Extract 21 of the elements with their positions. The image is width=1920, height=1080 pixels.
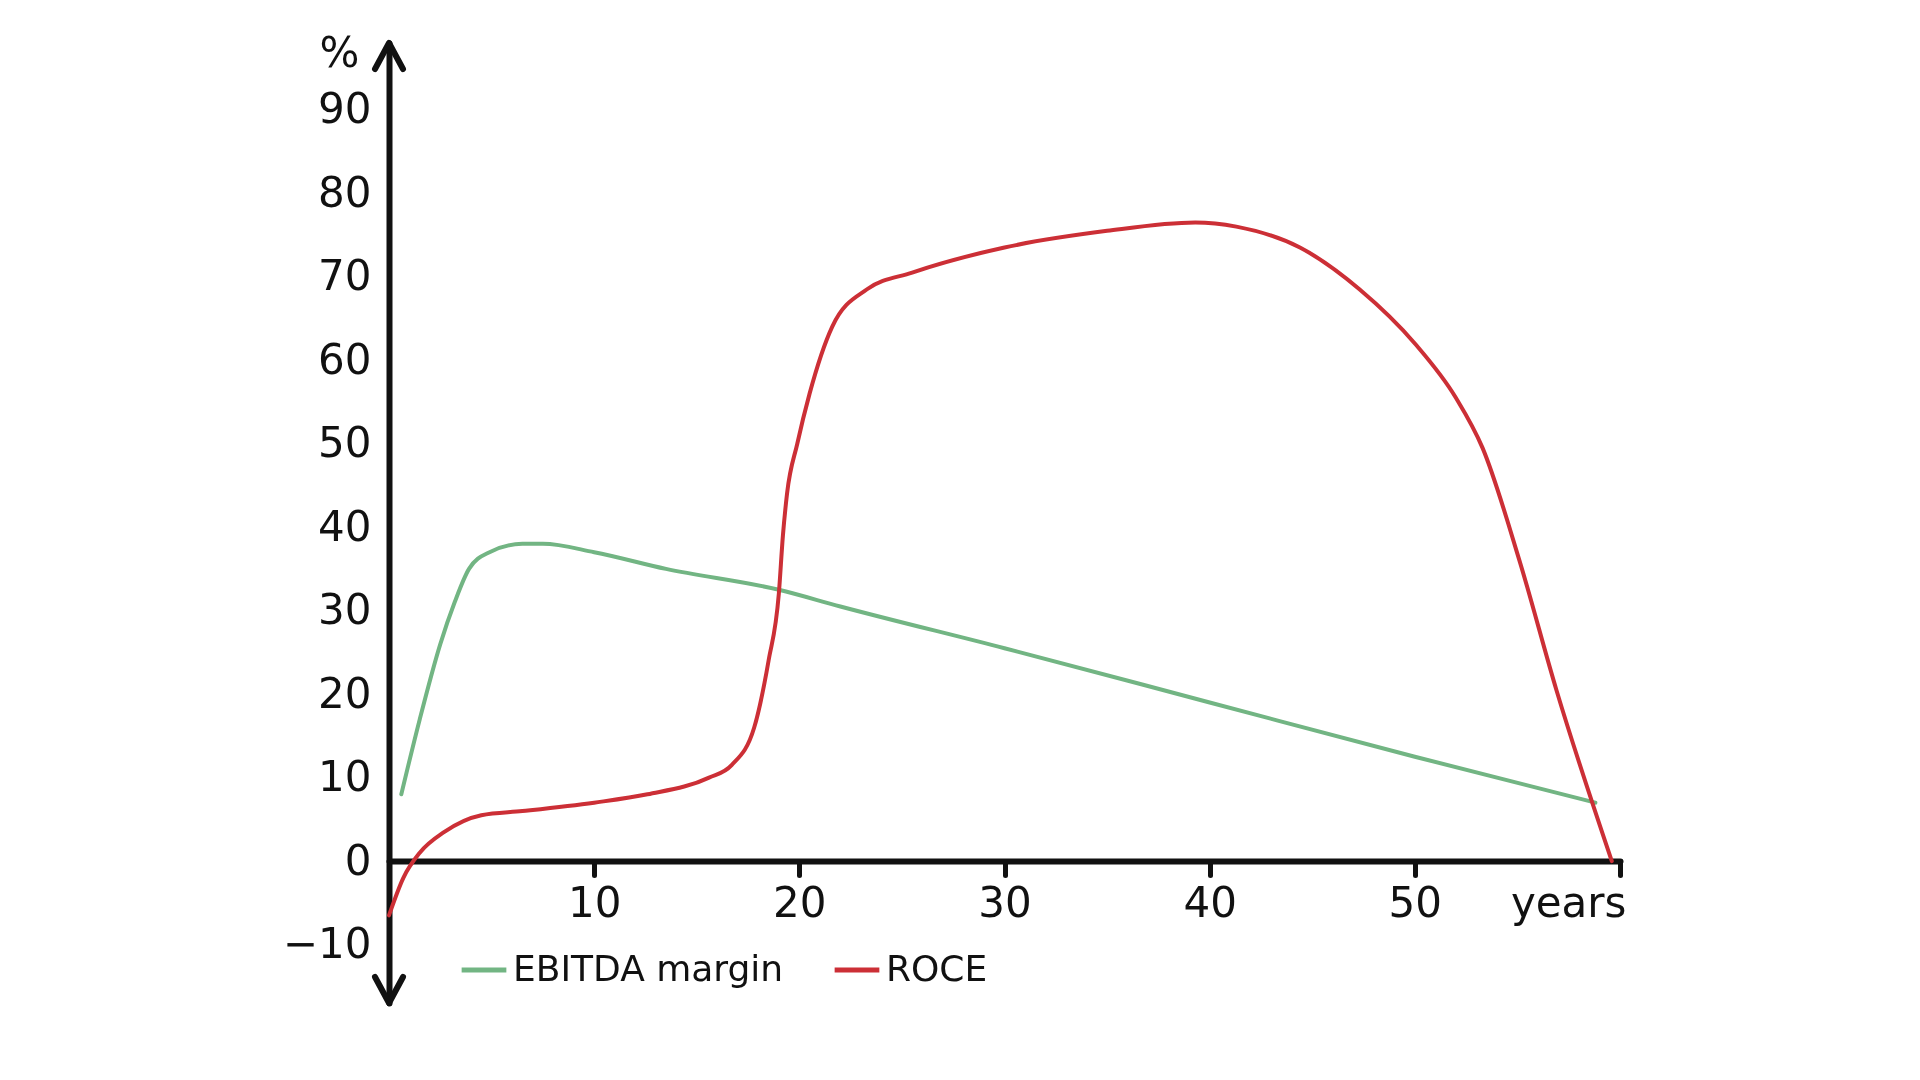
x-tick-label: 40 (1183, 877, 1237, 927)
y-tick-label: 40 (318, 501, 372, 551)
x-tick-label: 10 (567, 877, 622, 927)
x-tick-label: 50 (1388, 877, 1443, 927)
y-tick-label: 60 (318, 334, 372, 384)
x-axis-title: years (1510, 877, 1627, 927)
y-tick-label: 70 (318, 251, 372, 301)
x-tick-label: 30 (978, 877, 1032, 927)
x-tick-label: 20 (773, 877, 827, 927)
y-tick-label: 30 (318, 585, 372, 635)
y-axis-title: % (319, 27, 360, 77)
legend-label: EBITDA margin (513, 948, 784, 989)
y-tick-label: 0 (344, 835, 372, 885)
y-tick-label: 80 (318, 167, 372, 217)
y-tick-label: 10 (318, 752, 372, 802)
y-tick-label: −10 (282, 919, 372, 969)
legend-label: ROCE (886, 948, 988, 989)
y-tick-label: 50 (318, 418, 372, 468)
y-tick-label: 20 (318, 668, 372, 718)
line-series (399, 541, 1598, 805)
y-tick-label: 90 (318, 84, 372, 134)
